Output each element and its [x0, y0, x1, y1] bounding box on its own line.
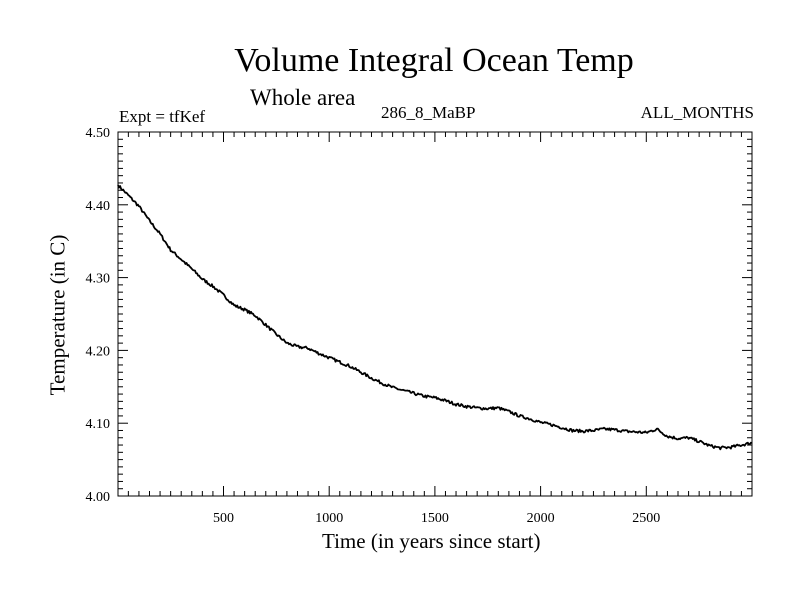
y-tick-label: 4.00: [86, 490, 111, 505]
y-tick-label: 4.20: [86, 344, 111, 359]
chart-subtitle: Whole area: [250, 85, 356, 110]
y-axis-label: Temperature (in C): [45, 234, 70, 396]
axis-ticks: [118, 131, 752, 497]
experiment-label: Expt = tfKef: [119, 107, 206, 126]
x-tick-label: 2000: [527, 511, 555, 526]
y-tick-label: 4.10: [86, 417, 111, 432]
y-tick-label: 4.50: [86, 126, 111, 141]
x-tick-label: 1500: [421, 511, 449, 526]
plot-frame: [117, 131, 753, 497]
run-label: 286_8_MaBP: [381, 103, 476, 122]
y-tick-label: 4.40: [86, 199, 111, 214]
series-line: [117, 184, 753, 451]
x-tick-label: 2500: [632, 511, 660, 526]
x-tick-label: 500: [213, 511, 234, 526]
period-label: ALL_MONTHS: [640, 103, 754, 122]
x-axis-label: Time (in years since start): [322, 529, 541, 553]
chart-title: Volume Integral Ocean Temp: [234, 42, 634, 79]
x-tick-label: 1000: [315, 511, 343, 526]
tick-labels: 500 1000 1500 2000 2500 4.00 4.10 4.20 4.30 4.40 4…: [86, 126, 661, 526]
y-tick-label: 4.30: [86, 272, 111, 287]
plot-lines: [117, 184, 753, 451]
